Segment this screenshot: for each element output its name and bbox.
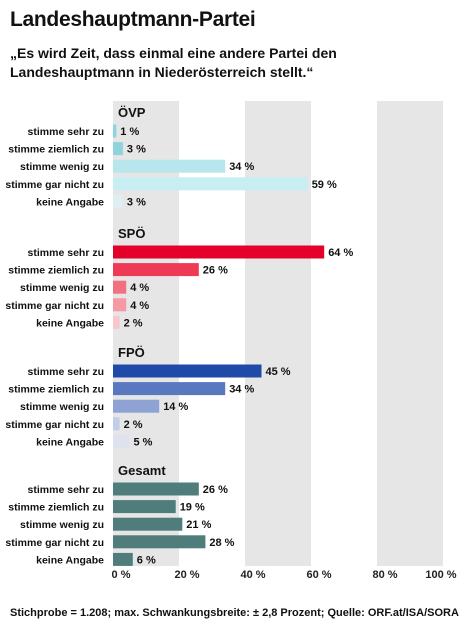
data-label: 59 % bbox=[312, 179, 337, 191]
data-label: 2 % bbox=[124, 419, 143, 431]
group-label: Gesamt bbox=[118, 463, 166, 478]
category-label: stimme wenig zu bbox=[20, 282, 104, 294]
category-label: stimme gar nicht zu bbox=[5, 179, 104, 191]
category-label: keine Angabe bbox=[36, 554, 104, 566]
chart-title: Landeshauptmann-Partei bbox=[10, 8, 256, 31]
data-label: 28 % bbox=[209, 537, 234, 549]
data-label: 34 % bbox=[229, 384, 254, 396]
bar bbox=[113, 194, 123, 208]
category-label: stimme sehr zu bbox=[28, 126, 104, 138]
bar bbox=[113, 263, 199, 277]
bar bbox=[113, 245, 325, 259]
group-label: ÖVP bbox=[118, 105, 146, 120]
bar bbox=[113, 280, 127, 294]
data-label: 45 % bbox=[266, 366, 291, 378]
data-label: 5 % bbox=[134, 436, 153, 448]
x-tick-label: 40 % bbox=[240, 569, 265, 581]
bar bbox=[113, 124, 117, 138]
x-tick-label: 20 % bbox=[174, 569, 199, 581]
data-label: 3 % bbox=[127, 196, 146, 208]
category-label: stimme wenig zu bbox=[20, 161, 104, 173]
grid-band-1 bbox=[245, 101, 311, 566]
category-label: stimme gar nicht zu bbox=[5, 419, 104, 431]
group-label: SPÖ bbox=[118, 226, 145, 241]
data-label: 6 % bbox=[137, 554, 156, 566]
bar bbox=[113, 298, 127, 312]
category-label: stimme sehr zu bbox=[28, 247, 104, 259]
data-label: 1 % bbox=[120, 126, 139, 138]
category-label: stimme wenig zu bbox=[20, 519, 104, 531]
data-label: 26 % bbox=[203, 484, 228, 496]
bar bbox=[113, 552, 133, 566]
chart-footer: Stichprobe = 1.208; max. Schwankungsbrei… bbox=[10, 607, 459, 619]
data-label: 4 % bbox=[130, 300, 149, 312]
category-label: stimme sehr zu bbox=[28, 366, 104, 378]
group-label: FPÖ bbox=[118, 345, 145, 360]
bar bbox=[113, 159, 226, 173]
bar bbox=[113, 517, 183, 531]
data-label: 64 % bbox=[328, 247, 353, 259]
category-label: stimme ziemlich zu bbox=[8, 384, 104, 396]
bar bbox=[113, 535, 206, 549]
bar bbox=[113, 434, 130, 448]
x-tick-label: 0 % bbox=[112, 569, 131, 581]
bar bbox=[113, 500, 176, 514]
data-label: 4 % bbox=[130, 282, 149, 294]
category-label: stimme ziemlich zu bbox=[8, 502, 104, 514]
category-label: stimme sehr zu bbox=[28, 484, 104, 496]
x-tick-label: 80 % bbox=[372, 569, 397, 581]
category-label: keine Angabe bbox=[36, 317, 104, 329]
bar bbox=[113, 417, 120, 431]
bar bbox=[113, 315, 120, 329]
category-label: stimme ziemlich zu bbox=[8, 144, 104, 156]
bar bbox=[113, 382, 226, 396]
chart-subtitle: „Es wird Zeit, dass einmal eine andere P… bbox=[10, 45, 337, 80]
data-label: 3 % bbox=[127, 144, 146, 156]
bar bbox=[113, 364, 262, 378]
bar bbox=[113, 177, 308, 191]
data-label: 21 % bbox=[186, 519, 211, 531]
data-label: 19 % bbox=[180, 502, 205, 514]
bar-chart: 0 % 20 % 40 % 60 % 80 % 100 % ÖVP stimme sehr z… bbox=[5, 101, 457, 581]
bar bbox=[113, 482, 199, 496]
category-label: stimme gar nicht zu bbox=[5, 300, 104, 312]
category-label: stimme gar nicht zu bbox=[5, 537, 104, 549]
category-label: stimme wenig zu bbox=[20, 401, 104, 413]
data-label: 2 % bbox=[124, 317, 143, 329]
data-label: 14 % bbox=[163, 401, 188, 413]
bar bbox=[113, 399, 160, 413]
x-tick-label: 100 % bbox=[425, 569, 456, 581]
data-label: 26 % bbox=[203, 265, 228, 277]
bar bbox=[113, 142, 123, 156]
x-tick-label: 60 % bbox=[306, 569, 331, 581]
category-label: keine Angabe bbox=[36, 196, 104, 208]
data-label: 34 % bbox=[229, 161, 254, 173]
category-label: stimme ziemlich zu bbox=[8, 265, 104, 277]
grid-band-2 bbox=[377, 101, 443, 566]
category-label: keine Angabe bbox=[36, 436, 104, 448]
